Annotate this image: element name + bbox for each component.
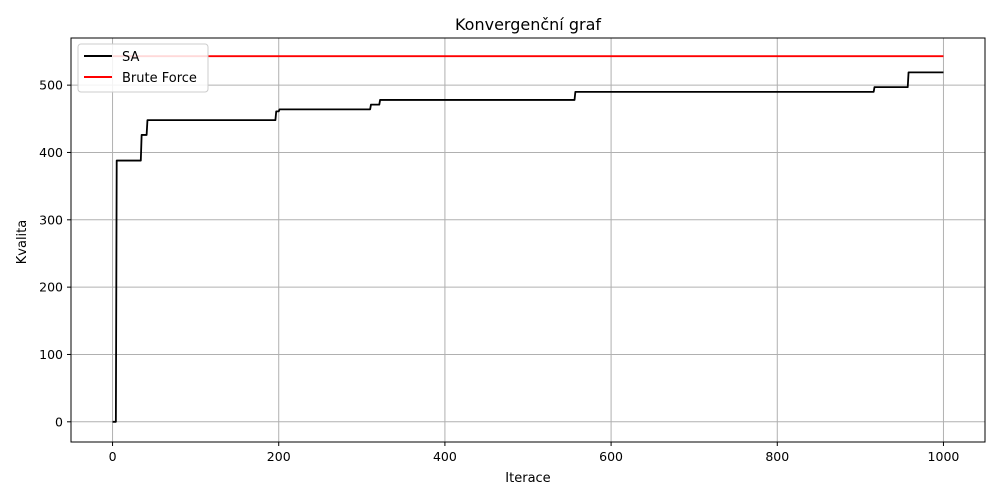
y-tick-label: 0: [55, 414, 63, 429]
y-tick-label: 200: [39, 280, 63, 295]
y-axis-title: Kvalita: [15, 220, 30, 264]
x-tick-label: 200: [267, 449, 291, 464]
chart-title: Konvergenční graf: [455, 15, 601, 34]
series-lines: [112, 55, 944, 423]
y-tick-label: 100: [39, 347, 63, 362]
y-tick-label: 300: [39, 212, 63, 227]
legend: SA Brute Force: [77, 43, 209, 93]
legend-label-sa: SA: [122, 50, 139, 65]
x-axis-title: Iterace: [505, 471, 550, 486]
plot-frame: [70, 37, 986, 443]
y-tick-label: 400: [39, 145, 63, 160]
x-tick-label: 600: [599, 449, 623, 464]
axis-ticks: 0 200 400 600 800 1000 0 100 200 300 400 500: [39, 78, 959, 464]
y-tick-label: 500: [39, 78, 63, 93]
legend-label-brute-force: Brute Force: [122, 71, 197, 86]
x-tick-label: 400: [433, 449, 457, 464]
grid-lines: [71, 38, 985, 442]
x-tick-label: 0: [109, 449, 117, 464]
series-line-sa: [112, 71, 944, 423]
x-tick-label: 800: [765, 449, 789, 464]
x-tick-label: 1000: [928, 449, 960, 464]
